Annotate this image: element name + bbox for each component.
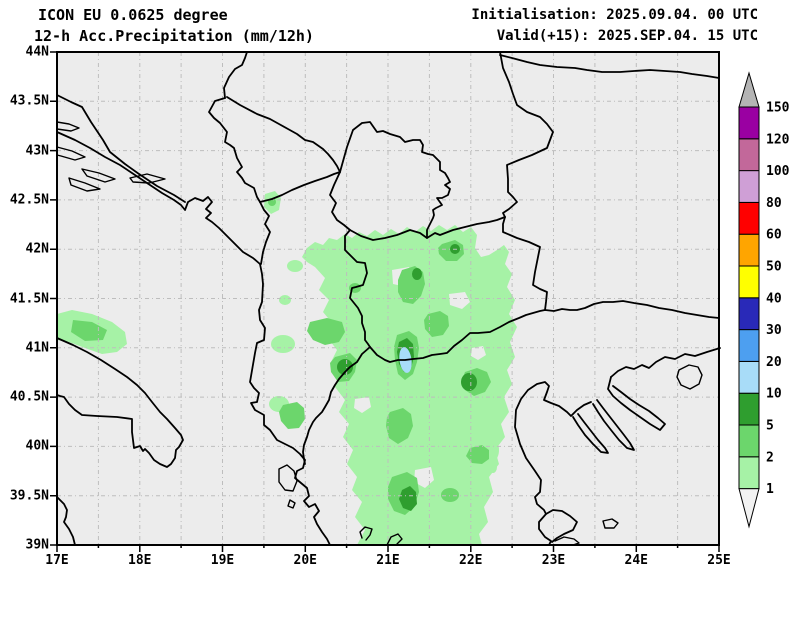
peninsula-kassandra [572,413,609,454]
colorbar-segment [738,201,760,235]
precip-speck [489,461,497,473]
coastline-thermaic-gulf [514,381,592,546]
colorbar-segment [738,424,760,458]
colorbar-segment [738,392,760,426]
model-title: ICON EU 0.0625 degree [38,6,228,24]
peninsula-sithonia [592,399,635,451]
island-skiathos [602,518,619,529]
precip-speck [271,335,295,353]
product-title: 12-h Acc.Precipitation (mm/12h) [34,27,314,45]
colorbar-segment [738,329,760,362]
coastline-calabria [56,496,76,546]
colorbar-over-arrow [738,71,760,108]
colorbar-value-label: 150 [766,101,790,116]
colorbar-value-label: 2 [766,450,774,465]
longitude-axis: 17E 18E 19E 20E 21E 22E 23E 24E 25E [0,553,800,569]
colorbar-value-label: 60 [766,228,782,243]
peninsula-pelion [545,509,578,543]
grid-lines [57,52,719,545]
lat-tick-label: 41.5N [9,291,49,306]
colorbar-value-label: 30 [766,323,782,338]
colorbar-segment [738,170,760,203]
lon-tick-label: 20E [293,553,317,568]
lon-tick-label: 24E [624,553,648,568]
colorbar-segment [738,360,760,394]
border-montenegro-albania [259,201,271,265]
lat-tick-label: 42.5N [9,192,49,208]
colorbar-under-arrow [738,488,760,529]
coastline-albania-epirus [249,263,331,546]
border-serbia-bulgaria [499,51,554,218]
island-corfu [278,464,298,509]
precip-speck [489,440,499,460]
lon-tick-label: 17E [45,553,69,568]
border-bulgaria-macedonia [502,216,548,311]
map-canvas [50,51,721,552]
lon-tick-label: 21E [376,553,400,568]
coastlines-and-borders [56,51,721,546]
colorbar-segment [738,297,760,331]
lat-tick-label: 41N [25,340,49,356]
coastline-italy-puglia [56,337,184,468]
latitude-axis: 44N 43.5N 43N 42.5N 42N 41.5N 41N 40.5N 40N 39.5N… [0,0,53,618]
lat-tick-label: 39N [25,537,49,553]
colorbar-segment [738,233,760,267]
lat-tick-label: 44N [25,44,49,60]
border-macedonia-greece [369,309,546,363]
lat-tick-label: 43N [25,143,49,159]
colorbar-value-label: 5 [766,419,774,434]
lat-tick-label: 40N [25,438,49,454]
lat-tick-label: 42N [25,241,49,257]
lon-tick-label: 23E [541,553,566,568]
colorbar-value-label: 50 [766,260,782,275]
colorbar-value-label: 100 [766,164,790,179]
border-albania-macedonia [344,229,371,348]
colorbar-value-label: 120 [766,132,790,147]
colorbar-value-label: 10 [766,387,782,402]
colorbar-value-label: 40 [766,291,782,306]
border-bosnia-serbia [223,51,248,99]
border-kosovo-albania [329,171,351,231]
coastline-north-aegean [610,347,721,378]
colorbar-segment [738,106,760,140]
border-kosovo-serbia [339,121,451,239]
lat-tick-label: 40.5N [9,389,49,405]
coastline-bottom-fragments [359,526,580,546]
peninsula-athos [607,376,666,431]
precip-speck [279,295,291,305]
lon-tick-label: 19E [210,553,235,568]
colorbar-segment [738,265,760,299]
border-serbia-macedonia [349,216,506,241]
border-albania-greece [302,346,371,465]
map-frame [56,51,720,546]
colorbar: 1 2 5 10 20 30 40 50 60 80 100 120 150 [738,71,790,529]
axis-ticks [50,51,720,552]
border-greece-bulgaria [544,300,720,319]
border-bosnia-montenegro [208,97,261,203]
islands-dalmatia [56,121,166,192]
valid-time: Valid(+15): 2025.SEP.04. 15 UTC [496,28,758,44]
lat-tick-label: 43.5N [9,93,49,109]
border-serbia-romania-danube [499,54,720,79]
colorbar-value-label: 20 [766,355,782,370]
precip-speck [287,260,303,272]
lat-tick-label: 39.5N [9,488,49,504]
colorbar-segment [738,456,760,490]
lon-tick-label: 25E [707,553,731,568]
colorbar-segment [738,138,760,172]
border-serbia-montenegro [226,96,341,173]
border-bosnia-croatia [56,94,186,203]
lon-tick-label: 18E [128,553,152,568]
lon-tick-label: 22E [459,553,483,568]
border-montenegro-kosovo [259,171,341,203]
colorbar-value-label: 80 [766,196,782,211]
initialisation-time: Initialisation: 2025.09.04. 00 UTC [471,7,758,23]
colorbar-value-label: 1 [766,482,774,497]
coastline-dalmatia-montenegro [56,131,261,265]
island-thasos [676,364,703,390]
